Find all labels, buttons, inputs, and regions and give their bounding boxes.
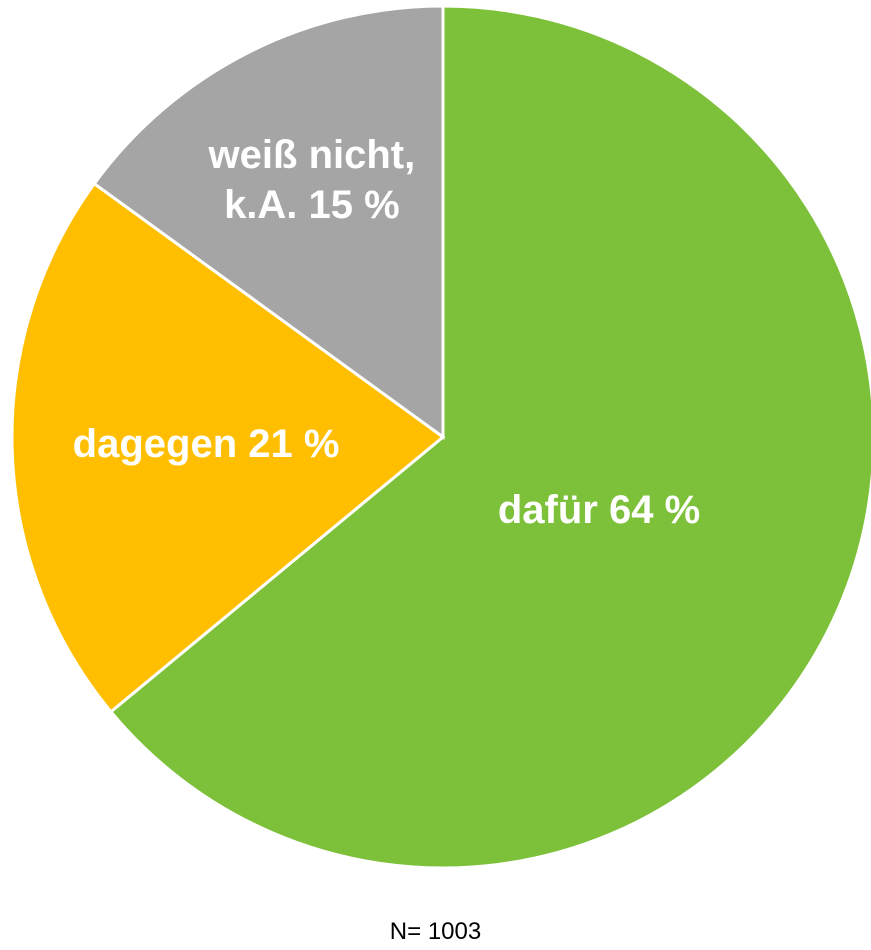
slice-label: dagegen 21 % [73,419,340,469]
pie-slice [10,181,446,714]
category-label: dagegen [72,422,238,467]
category-label: dafür [497,488,598,533]
slice-label: weiß nicht, k.A. 15 % [182,130,442,230]
value-label: 15 % [308,182,400,227]
sample-note: N= 1003 [389,918,482,945]
pie-slice [92,4,445,440]
value-label: 64 % [608,488,701,533]
category-label: weiß nicht, k.A. [208,132,416,227]
slice-label: dafür 64 % [498,485,700,535]
value-label: 21 % [248,422,340,467]
pie-slice [108,4,871,870]
